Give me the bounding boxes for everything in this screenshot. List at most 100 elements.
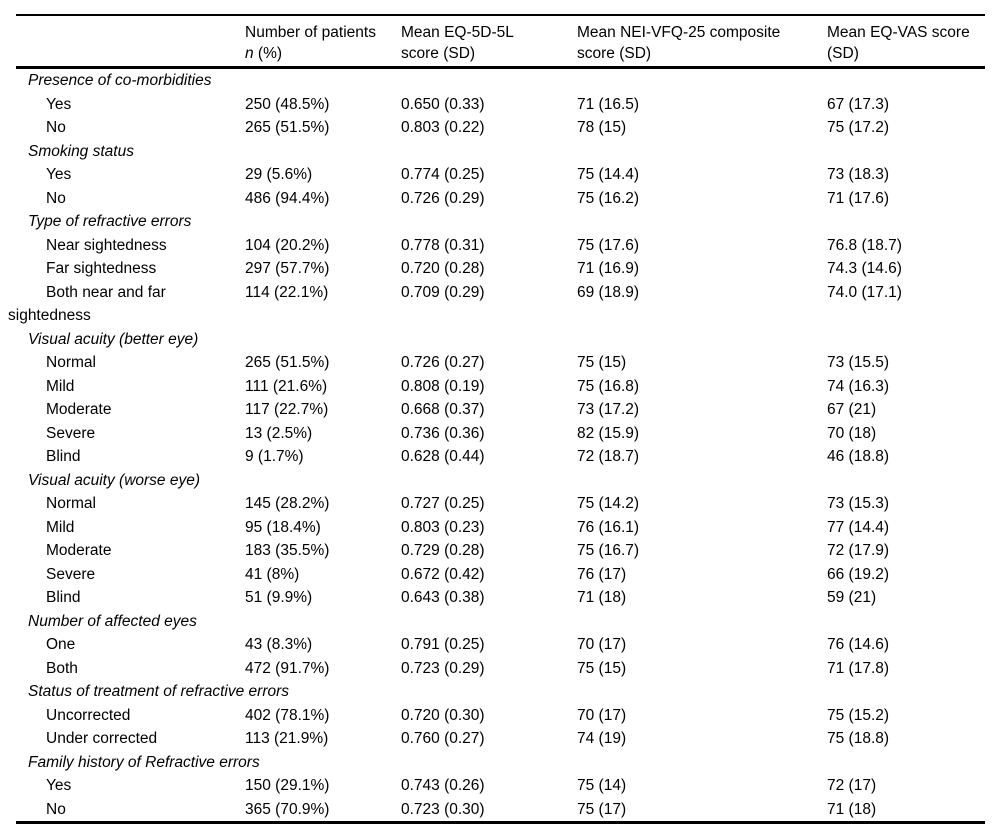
cell-nei-vfq-score: 71 (16.9) [577,260,640,277]
cell-n-percent: 297 (57.7%) [245,260,330,277]
table-row: Uncorrected 402 (78.1%) 0.720 (0.30) 70 (17… [8,704,1000,728]
table-row: Blind 51 (9.9%) 0.643 (0.38) 71 (18) 59 (21) [8,586,1000,610]
row-label: Far sightedness [46,260,157,277]
table-row: No 365 (70.9%) 0.723 (0.30) 75 (17) 71 (18) [8,798,1000,822]
row-label: Yes [46,777,72,794]
row-label: No [46,189,66,207]
table-row: Mild 95 (18.4%) 0.803 (0.23) 76 (16.1) 77 (1… [8,516,1000,540]
cell-eq5d-score: 0.729 (0.28) [401,542,485,559]
table-row: Near sightedness 104 (20.2%) 0.778 (0.31) 7… [8,234,1000,258]
row-label: Both near and far sightedness [8,283,166,325]
table-top-rule [16,14,985,16]
cell-n-percent: 365 (70.9%) [245,800,330,818]
row-label: Yes [46,95,72,113]
cell-nei-vfq-score: 76 (17) [577,565,627,583]
cell-eq5d-score: 0.726 (0.29) [401,189,485,207]
cell-eq5d-score: 0.723 (0.30) [401,800,485,818]
cell-eq5d-score: 0.720 (0.28) [401,260,485,277]
cell-eq5d-score: 0.720 (0.30) [401,706,485,724]
cell-eq5d-score: 0.803 (0.22) [401,119,485,136]
cell-n-percent: 9 (1.7%) [245,448,304,465]
header-line: Mean NEI-VFQ-25 composite [577,24,781,41]
row-label: Normal [46,354,96,371]
cell-n-percent: 13 (2.5%) [245,424,313,442]
cell-eq5d-score: 0.628 (0.44) [401,448,485,465]
cell-eq-vas-score: 74.3 (14.6) [827,260,902,277]
cell-n-percent: 250 (48.5%) [245,95,330,113]
cell-n-percent: 402 (78.1%) [245,706,330,724]
cell-eq5d-score: 0.743 (0.26) [401,777,485,794]
cell-nei-vfq-score: 75 (16.7) [577,542,640,559]
table-row: Yes 29 (5.6%) 0.774 (0.25) 75 (14.4) 73 (18.… [8,163,1000,187]
header-line: score (SD) [577,45,652,62]
table-row: Blind 9 (1.7%) 0.628 (0.44) 72 (18.7) 46 (18… [8,445,1000,469]
cell-eq5d-score: 0.723 (0.29) [401,659,485,677]
row-label: One [46,636,76,653]
table-bottom-rule [16,821,985,824]
cell-eq-vas-score: 76 (14.6) [827,636,890,653]
cell-eq-vas-score: 46 (18.8) [827,448,890,465]
section-header-row: Presence of co-morbidities [8,69,1000,93]
cell-nei-vfq-score: 75 (14.2) [577,495,640,512]
table-row: Under corrected 113 (21.9%) 0.760 (0.27) 74… [8,727,1000,751]
cell-n-percent: 95 (18.4%) [245,518,321,536]
table-body: Presence of co-morbidities Yes 250 (48.5%)… [0,69,1000,821]
cell-eq-vas-score: 74.0 (17.1) [827,283,902,301]
cell-nei-vfq-score: 72 (18.7) [577,448,640,465]
cell-n-percent: 486 (94.4%) [245,189,330,207]
cell-nei-vfq-score: 69 (18.9) [577,283,640,301]
header-line: Number of patients [245,24,376,41]
table-header-row: Number of patients n (%) Mean EQ-5D-5L s… [8,16,1000,66]
cell-nei-vfq-score: 75 (16.2) [577,189,640,207]
table-row: Severe 41 (8%) 0.672 (0.42) 76 (17) 66 (19.2… [8,563,1000,587]
cell-nei-vfq-score: 75 (15) [577,354,627,371]
cell-eq-vas-score: 77 (14.4) [827,518,890,536]
cell-nei-vfq-score: 75 (15) [577,659,627,677]
row-label: Moderate [46,542,112,559]
cell-n-percent: 29 (5.6%) [245,166,313,183]
cell-eq5d-score: 0.808 (0.19) [401,377,485,395]
cell-nei-vfq-score: 78 (15) [577,119,627,136]
cell-nei-vfq-score: 75 (17.6) [577,236,640,254]
cell-eq5d-score: 0.778 (0.31) [401,236,485,254]
cell-eq-vas-score: 76.8 (18.7) [827,236,902,254]
header-line: (SD) [827,45,859,62]
section-header-row: Status of treatment of refractive errors [8,680,1000,704]
cell-eq-vas-score: 72 (17.9) [827,542,890,559]
section-header-row: Number of affected eyes [8,610,1000,634]
header-eq5d-score: Mean EQ-5D-5L score (SD) [401,22,577,64]
cell-n-percent: 41 (8%) [245,565,300,583]
table-row: Moderate 117 (22.7%) 0.668 (0.37) 73 (17.2)… [8,398,1000,422]
cell-n-percent: 265 (51.5%) [245,354,330,371]
table-row: One 43 (8.3%) 0.791 (0.25) 70 (17) 76 (14.6) [8,633,1000,657]
table-row: Far sightedness 297 (57.7%) 0.720 (0.28) 71… [8,257,1000,281]
cell-eq5d-score: 0.803 (0.23) [401,518,485,536]
cell-eq-vas-score: 73 (15.5) [827,354,890,371]
table-row: Mild 111 (21.6%) 0.808 (0.19) 75 (16.8) 74 (… [8,375,1000,399]
cell-n-percent: 113 (21.9%) [245,730,329,747]
cell-nei-vfq-score: 71 (16.5) [577,95,640,113]
row-label: Severe [46,565,96,583]
table-row: Moderate 183 (35.5%) 0.729 (0.28) 75 (16.7)… [8,539,1000,563]
cell-nei-vfq-score: 82 (15.9) [577,424,640,442]
cell-eq-vas-score: 71 (17.8) [827,659,890,677]
cell-eq-vas-score: 67 (21) [827,401,877,418]
table-row: Severe 13 (2.5%) 0.736 (0.36) 82 (15.9) 70 (… [8,422,1000,446]
cell-eq5d-score: 0.672 (0.42) [401,565,485,583]
header-nei-vfq-score: Mean NEI-VFQ-25 composite score (SD) [577,22,827,64]
cell-eq-vas-score: 67 (17.3) [827,95,890,113]
row-label: Both [46,659,78,677]
section-label: Visual acuity (better eye) [28,330,199,348]
cell-eq-vas-score: 71 (18) [827,800,877,818]
row-label: Moderate [46,401,112,418]
cell-n-percent: 145 (28.2%) [245,495,330,512]
cell-nei-vfq-score: 73 (17.2) [577,401,640,418]
cell-nei-vfq-score: 70 (17) [577,636,627,653]
section-label: Visual acuity (worse eye) [28,471,201,489]
row-label: Normal [46,495,96,512]
section-label: Smoking status [28,142,134,160]
cell-eq-vas-score: 70 (18) [827,424,877,442]
header-line: n (%) [245,43,401,64]
table-row: Both 472 (91.7%) 0.723 (0.29) 75 (15) 71 (17… [8,657,1000,681]
cell-eq-vas-score: 74 (16.3) [827,377,890,395]
